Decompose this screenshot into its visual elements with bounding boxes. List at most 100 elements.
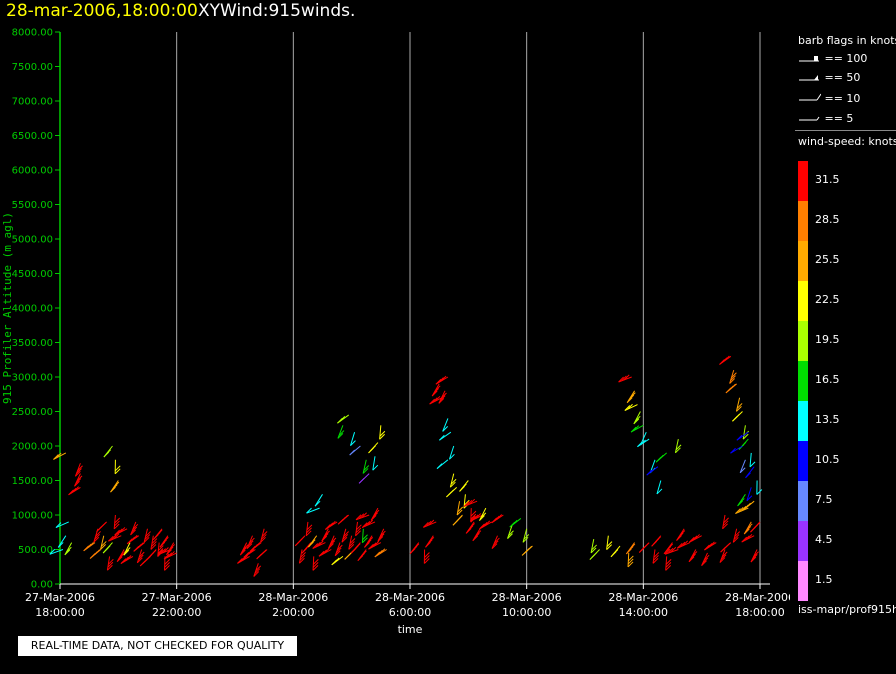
wind-barb <box>146 549 157 561</box>
speed-legend-title: wind-speed: knots <box>798 135 896 148</box>
legend-panel: barb flags in knots == 100 == 50 == 10 =… <box>795 28 896 624</box>
wind-barb <box>676 540 691 549</box>
wind-barb <box>735 505 749 515</box>
flag-label-5: == 5 <box>824 112 854 125</box>
wind-barb <box>357 549 367 562</box>
wind-barb <box>627 552 634 568</box>
wind-barb <box>150 535 158 550</box>
wind-barb <box>237 555 250 564</box>
x-tick-time: 18:00:00 <box>35 606 84 619</box>
wind-barb <box>166 542 175 555</box>
wind-barb <box>479 507 487 521</box>
y-tick-label: 0.00 <box>31 580 53 591</box>
wind-barb <box>114 527 128 536</box>
y-tick-label: 6000.00 <box>12 166 53 177</box>
wind-barb <box>618 374 632 383</box>
title-date: 28-mar-2006,18:00:00 <box>6 1 198 21</box>
wind-barb <box>452 514 463 526</box>
wind-barb <box>435 375 449 385</box>
wind-barb <box>465 521 475 534</box>
wind-barb <box>439 431 452 441</box>
wind-barb <box>96 521 108 532</box>
wind-barb <box>379 425 386 440</box>
wind-barb <box>438 390 447 404</box>
wind-barb <box>368 541 382 550</box>
wind-barb <box>312 556 319 571</box>
speed-swatch-0 <box>798 161 808 201</box>
wind-barb <box>736 431 749 441</box>
x-tick-time: 2:00:00 <box>272 606 314 619</box>
speed-swatch-1 <box>798 201 808 241</box>
wind-barb <box>446 487 458 498</box>
y-tick-label: 2000.00 <box>12 442 53 453</box>
wind-barb <box>521 545 533 556</box>
wind-barb <box>331 556 344 566</box>
wind-barb <box>719 549 728 563</box>
wind-barb <box>739 459 746 474</box>
speed-label-9: 4.5 <box>815 533 833 546</box>
y-tick-label: 4500.00 <box>12 269 53 280</box>
wind-barb <box>55 521 69 529</box>
wind-barb <box>152 528 163 541</box>
y-tick-label: 7500.00 <box>12 62 53 73</box>
wind-barb <box>49 548 64 555</box>
wind-barb <box>370 507 380 521</box>
wind-barb <box>372 456 379 471</box>
wind-barb <box>746 487 753 502</box>
wind-barb <box>624 403 638 411</box>
wind-barb <box>143 528 151 543</box>
wind-barb <box>328 535 337 549</box>
flag-label-50: == 50 <box>824 71 861 84</box>
speed-label-0: 31.5 <box>815 173 840 186</box>
y-tick-label: 6500.00 <box>12 131 53 142</box>
wind-barb <box>491 535 500 549</box>
wind-barb <box>113 514 121 530</box>
wind-barb <box>429 395 443 405</box>
wind-barb <box>436 459 449 469</box>
wind-barb <box>116 549 126 562</box>
wind-barb <box>626 390 636 404</box>
wind-barb <box>350 542 361 554</box>
quality-disclaimer: REAL-TIME DATA, NOT CHECKED FOR QUALITY <box>18 636 297 656</box>
x-tick-date: 28-Mar-2006 <box>375 591 445 604</box>
y-tick-label: 2500.00 <box>12 407 53 418</box>
wind-barb <box>665 556 672 571</box>
wind-barb <box>735 397 743 412</box>
wind-barb <box>318 548 332 557</box>
x-tick-date: 28-Mar-2006 <box>725 591 790 604</box>
wind-barb <box>337 425 345 439</box>
wind-profile-chart: 0.00 500.00 1000.00 1500.00 2000.00 2500.00 30… <box>1 28 790 637</box>
wind-barb <box>126 534 140 545</box>
wind-barb <box>743 521 753 535</box>
wind-barb <box>630 424 644 433</box>
wind-barb <box>301 542 312 554</box>
wind-barb <box>362 459 370 474</box>
speed-swatch-6 <box>798 401 808 441</box>
wind-barb <box>74 463 83 477</box>
wind-barb <box>674 438 682 454</box>
wind-barb <box>688 549 698 563</box>
wind-barb <box>469 513 484 522</box>
y-tick-label: 3500.00 <box>12 338 53 349</box>
wind-barb <box>321 528 330 542</box>
wind-barb <box>314 494 323 507</box>
x-axis-title: time <box>398 623 423 636</box>
y-tick-label: 7000.00 <box>12 97 53 108</box>
wind-barb <box>294 535 306 547</box>
flag-row-5: == 5 <box>797 112 853 125</box>
wind-barb <box>472 528 482 542</box>
wind-barb <box>337 514 350 525</box>
wind-barb <box>737 494 746 507</box>
wind-barb <box>349 445 361 456</box>
wind-barb <box>350 432 356 446</box>
wind-barb <box>719 355 732 365</box>
wind-barb <box>123 542 131 556</box>
wind-barb <box>522 528 530 543</box>
wind-barb <box>732 411 743 422</box>
y-tick-label: 3000.00 <box>12 373 53 384</box>
speed-label-8: 7.5 <box>815 493 833 506</box>
wind-barb <box>341 528 349 543</box>
wind-barb <box>355 512 370 521</box>
wind-barb <box>114 459 121 475</box>
wind-barb <box>722 514 729 530</box>
